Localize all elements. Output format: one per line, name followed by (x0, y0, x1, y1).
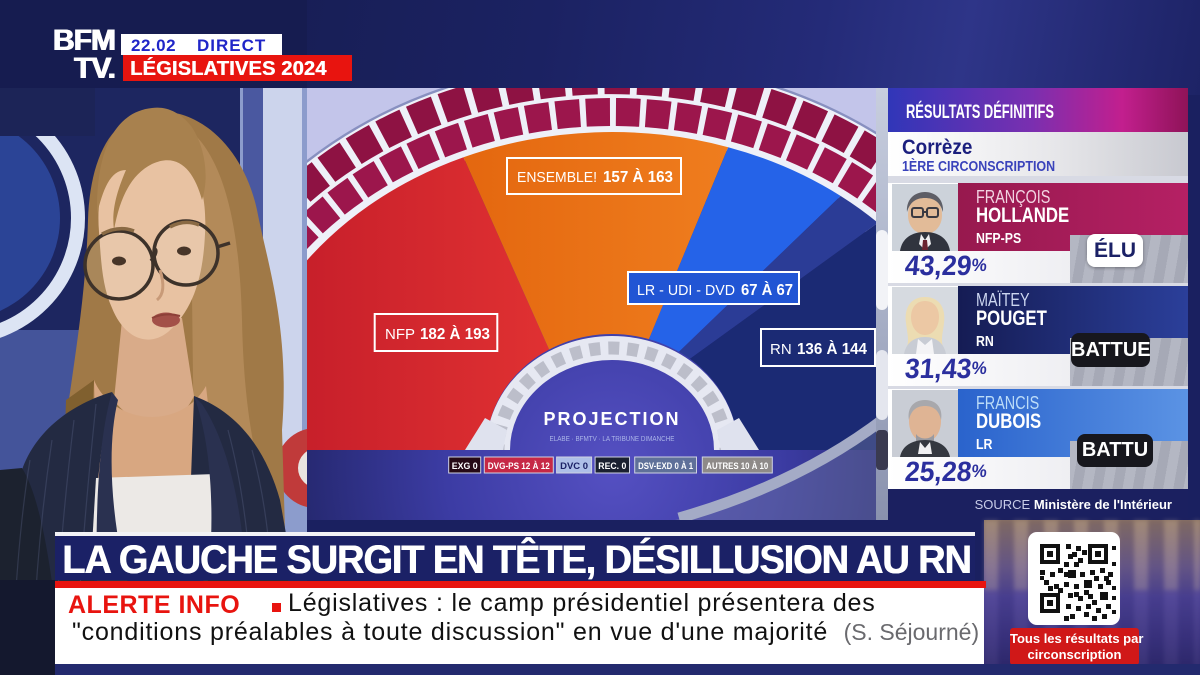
svg-text:DSV-EXD 0 À 1: DSV-EXD 0 À 1 (638, 461, 694, 472)
svg-text:DVC 0: DVC 0 (560, 461, 588, 472)
svg-text:PROJECTION: PROJECTION (543, 409, 680, 429)
svg-text:NFP: NFP (385, 326, 415, 343)
svg-text:RN: RN (770, 341, 792, 358)
svg-text:ENSEMBLE!: ENSEMBLE! (517, 169, 597, 186)
svg-text:182 À 193: 182 À 193 (420, 326, 490, 343)
svg-text:LR - UDI - DVD: LR - UDI - DVD (637, 282, 735, 299)
svg-text:67 À 67: 67 À 67 (741, 282, 793, 299)
svg-text:ELABE · BFMTV · LA TRIBUNE DIM: ELABE · BFMTV · LA TRIBUNE DIMANCHE (550, 434, 675, 443)
svg-text:DVG-PS 12 À 12: DVG-PS 12 À 12 (488, 461, 550, 472)
svg-text:AUTRES 10 À 10: AUTRES 10 À 10 (706, 461, 768, 472)
svg-text:136 À 144: 136 À 144 (797, 341, 867, 358)
svg-text:157 À 163: 157 À 163 (603, 169, 673, 186)
svg-text:REC. 0: REC. 0 (598, 461, 626, 472)
svg-text:EXG 0: EXG 0 (452, 461, 478, 472)
